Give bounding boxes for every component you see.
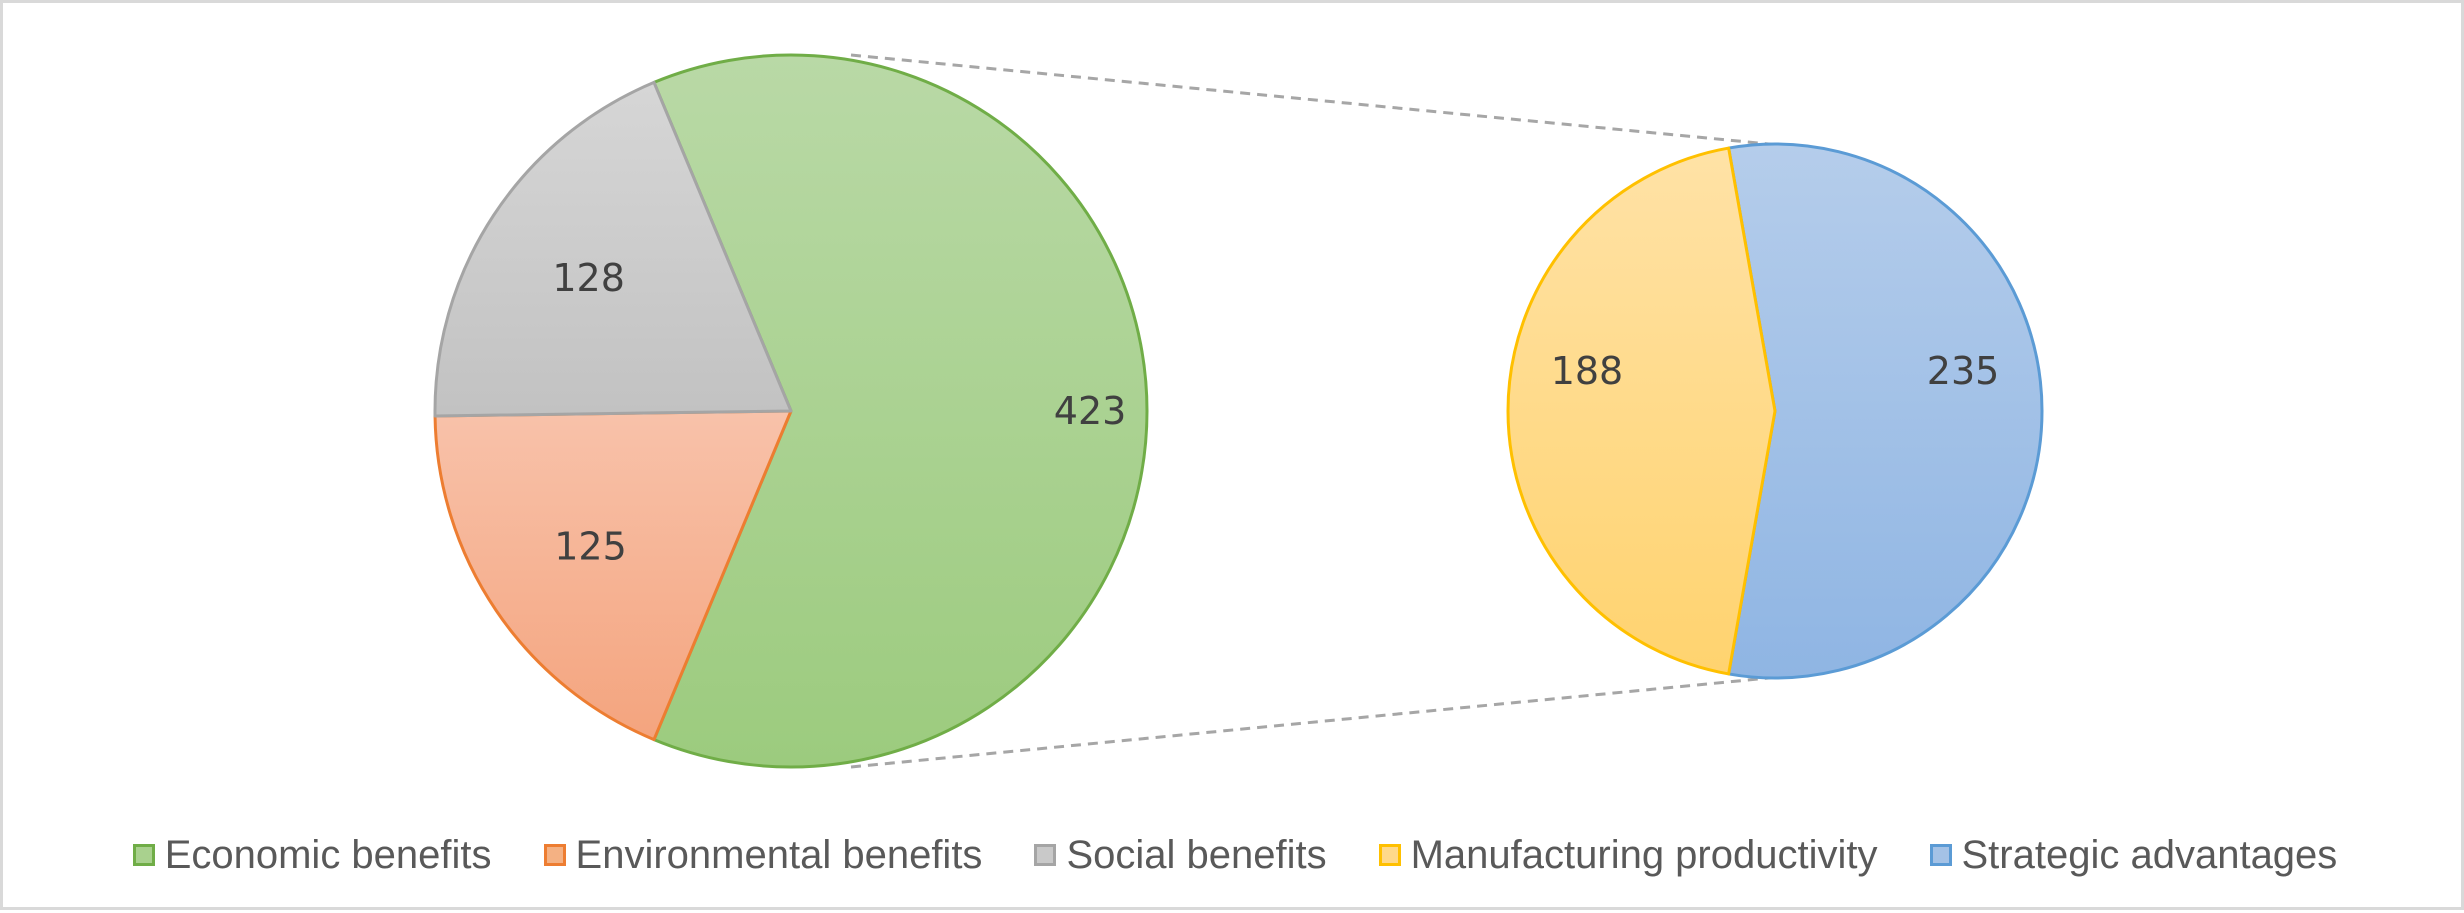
legend-swatch-manufacturing-productivity <box>1378 844 1401 866</box>
pie-of-pie-chart: 423 125 128 235 188 <box>433 53 2044 769</box>
legend-label-manufacturing-productivity: Manufacturing productivity <box>1410 832 1878 877</box>
slice-economic-benefits <box>652 53 1149 769</box>
slice-environmental-benefits <box>433 409 793 742</box>
primary-pie <box>433 53 1149 769</box>
legend-item-manufacturing-productivity: Manufacturing productivity <box>1378 832 1878 878</box>
data-labels: 423 125 128 235 188 <box>552 256 1999 569</box>
data-label-economic-benefits: 423 <box>1054 389 1127 433</box>
legend-item-strategic-advantages: Strategic advantages <box>1929 832 2338 878</box>
legend-item-environmental-benefits: Environmental benefits <box>543 832 983 878</box>
data-label-social-benefits: 128 <box>552 256 625 300</box>
data-label-environmental-benefits: 125 <box>554 525 627 569</box>
legend-item-social-benefits: Social benefits <box>1034 832 1327 878</box>
slice-manufacturing-productivity <box>1506 146 1777 676</box>
secondary-pie <box>1506 142 2044 680</box>
legend-item-economic-benefits: Economic benefits <box>132 832 492 878</box>
slice-strategic-advantages <box>1727 142 2044 680</box>
legend-label-economic-benefits: Economic benefits <box>164 832 492 877</box>
slice-social-benefits <box>433 80 793 418</box>
legend-swatch-economic-benefits <box>132 844 155 866</box>
data-label-strategic-advantages: 235 <box>1927 349 2000 393</box>
series-line-bottom <box>850 675 1780 769</box>
series-lines <box>850 53 1780 769</box>
legend-swatch-social-benefits <box>1034 844 1057 866</box>
legend: Economic benefits Environmental benefits S… <box>3 825 2464 885</box>
data-label-manufacturing-productivity: 188 <box>1551 349 1624 393</box>
series-line-top <box>850 53 1780 147</box>
legend-swatch-environmental-benefits <box>543 844 566 866</box>
legend-label-strategic-advantages: Strategic advantages <box>1961 832 2338 877</box>
legend-swatch-strategic-advantages <box>1929 844 1952 866</box>
legend-label-environmental-benefits: Environmental benefits <box>575 832 983 877</box>
legend-label-social-benefits: Social benefits <box>1066 832 1327 877</box>
